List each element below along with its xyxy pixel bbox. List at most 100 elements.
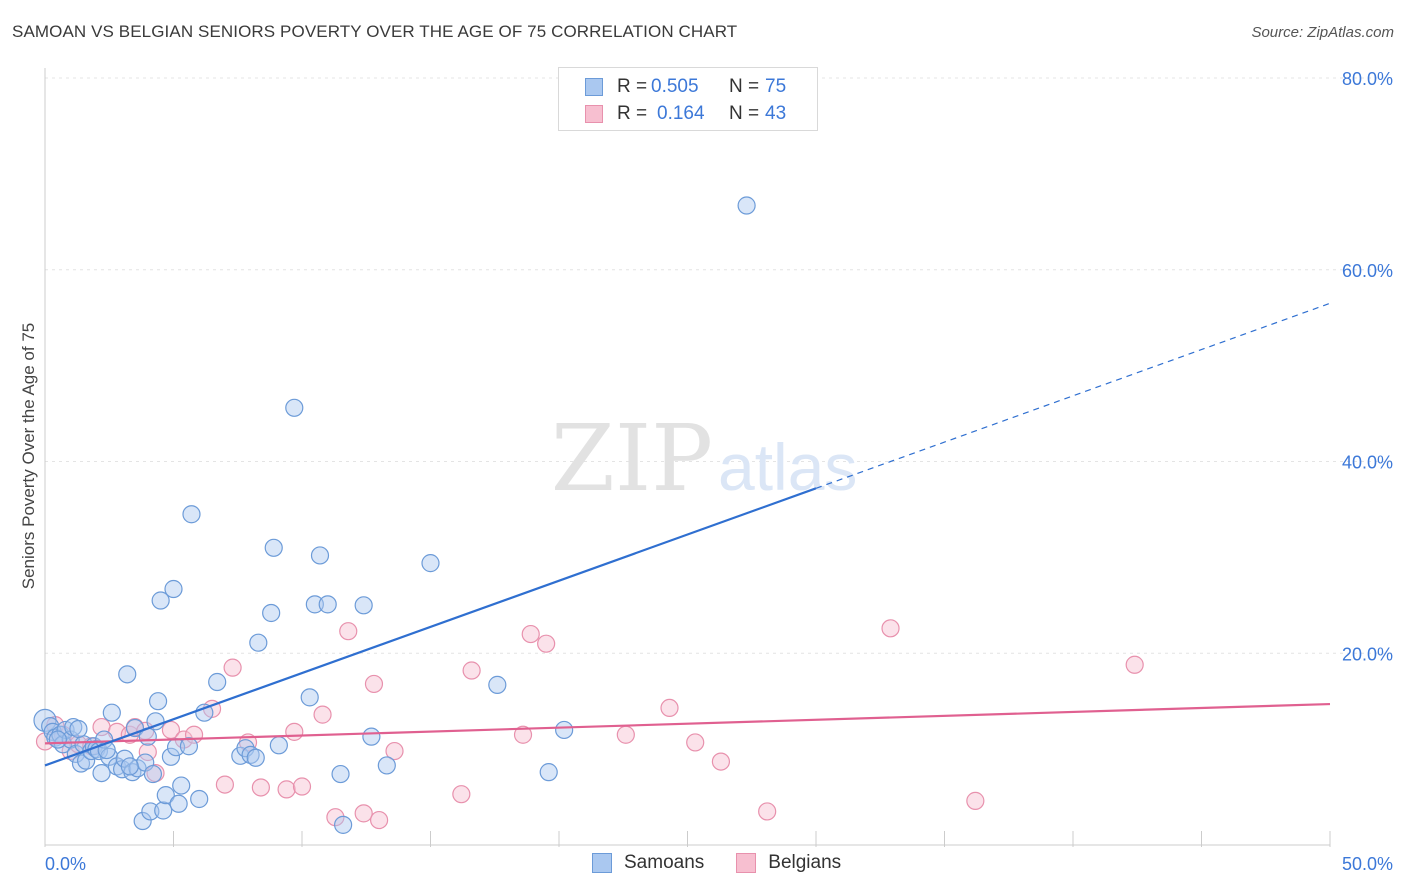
- samoan-point-72: [48, 730, 67, 749]
- belgian-point-41: [881, 619, 900, 638]
- samoan-point-28: [133, 811, 152, 831]
- belgian-point-23: [292, 777, 312, 796]
- x-tick-label-1: 50.0%: [1342, 854, 1393, 874]
- grid-lines: [45, 77, 1392, 654]
- samoan-point-60: [318, 595, 337, 614]
- r-label: R =: [617, 76, 648, 97]
- belgians-swatch: [585, 105, 603, 123]
- belgian-point-25: [326, 808, 345, 827]
- correlation-legend: R = 0.505 N = 75 R = 0.164 N = 43: [558, 67, 818, 131]
- samoan-point-46: [195, 703, 214, 722]
- chart-title: SAMOAN VS BELGIAN SENIORS POVERTY OVER T…: [12, 22, 738, 41]
- samoan-point-69: [555, 720, 574, 740]
- y-axis-label: Seniors Poverty Over the Age of 75: [19, 323, 38, 589]
- samoan-point-36: [154, 801, 173, 820]
- samoan-point-39: [164, 579, 183, 599]
- y-tick-label-2: 60.0%: [1342, 261, 1393, 281]
- belgian-point-35: [537, 634, 556, 653]
- samoan-point-44: [182, 505, 201, 524]
- samoan-point-53: [262, 603, 281, 623]
- samoan-point-66: [421, 554, 440, 573]
- samoan-point-38: [161, 747, 181, 766]
- samoan-point-54: [264, 538, 283, 557]
- belgian-point-34: [521, 624, 540, 644]
- r-value: 0.164: [657, 103, 705, 124]
- belgians-legend-label: Belgians: [768, 852, 842, 873]
- belgian-point-32: [462, 661, 481, 680]
- belgian-point-42: [966, 791, 985, 810]
- samoan-point-45: [190, 789, 209, 809]
- belgian-point-20: [251, 778, 270, 797]
- samoan-point-24: [118, 665, 137, 684]
- watermark-atlas: atlas: [718, 430, 857, 504]
- samoan-point-20: [102, 703, 121, 722]
- samoan-point-71: [69, 719, 88, 739]
- samoan-point-52: [249, 633, 268, 652]
- samoans-legend-swatch: [592, 853, 612, 873]
- samoan-point-67: [488, 675, 507, 694]
- samoan-point-10: [71, 754, 91, 773]
- belgians-trend-line: [44, 702, 1331, 745]
- samoan-point-74: [120, 757, 139, 776]
- samoan-point-55: [269, 736, 288, 755]
- belgian-point-21: [277, 780, 296, 799]
- samoan-point-51: [246, 748, 265, 767]
- samoan-point-34: [148, 692, 168, 711]
- samoan-point-61: [331, 764, 350, 784]
- belgians-legend-swatch: [736, 853, 757, 873]
- samoan-point-64: [362, 727, 381, 746]
- samoan-point-35: [151, 591, 170, 610]
- belgian-point-39: [711, 752, 731, 771]
- samoan-point-62: [334, 815, 353, 834]
- samoan-point-50: [241, 745, 260, 764]
- samoan-point-32: [143, 764, 163, 784]
- samoan-point-70: [737, 196, 756, 215]
- belgian-point-33: [513, 725, 533, 744]
- samoan-point-41: [169, 794, 188, 813]
- belgian-point-18: [223, 658, 242, 677]
- samoans-legend-label: Samoans: [624, 852, 705, 873]
- samoans-points: [33, 196, 756, 834]
- samoan-point-17: [92, 763, 111, 783]
- belgian-point-26: [339, 622, 358, 641]
- samoan-point-56: [285, 398, 304, 417]
- belgian-point-27: [354, 804, 373, 823]
- samoans-swatch: [585, 78, 603, 96]
- belgian-point-43: [1125, 655, 1144, 674]
- watermark-zip: ZIP: [551, 405, 713, 512]
- samoan-point-57: [300, 688, 319, 707]
- samoan-point-58: [305, 595, 324, 614]
- r-label: R =: [617, 103, 648, 124]
- samoan-point-12: [77, 751, 96, 770]
- n-label: N =: [729, 103, 760, 124]
- x-tick-label-0: 0.0%: [45, 854, 86, 874]
- samoans-trend-line: [44, 487, 817, 767]
- samoan-point-43: [179, 737, 199, 756]
- belgian-point-36: [616, 725, 635, 744]
- samoan-point-65: [377, 756, 396, 775]
- legend-row-belgians: R = 0.164 N = 43: [585, 102, 786, 126]
- belgian-point-37: [660, 698, 679, 717]
- legend-item-belgians: Belgians: [736, 852, 841, 874]
- r-value: 0.505: [651, 76, 699, 97]
- samoan-point-42: [172, 776, 191, 795]
- belgian-point-28: [364, 674, 384, 694]
- watermark: ZIP atlas: [551, 405, 858, 512]
- belgian-point-17: [215, 775, 234, 794]
- belgian-point-30: [385, 741, 404, 761]
- y-tick-label-1: 40.0%: [1342, 453, 1393, 473]
- belgian-point-31: [452, 785, 471, 804]
- samoan-point-47: [208, 672, 227, 692]
- trend-lines: [44, 302, 1331, 767]
- samoan-point-33: [146, 712, 165, 731]
- samoans-trend-extension: [815, 302, 1331, 489]
- samoan-point-63: [354, 596, 373, 615]
- series-legend: Samoans Belgians: [592, 852, 873, 874]
- y-tick-label-3: 80.0%: [1342, 69, 1393, 89]
- n-value: 43: [765, 103, 787, 124]
- samoan-point-37: [156, 786, 175, 805]
- axes: [44, 68, 1331, 847]
- n-label: N =: [729, 76, 760, 97]
- source-label: Source: ZipAtlas.com: [1251, 24, 1394, 41]
